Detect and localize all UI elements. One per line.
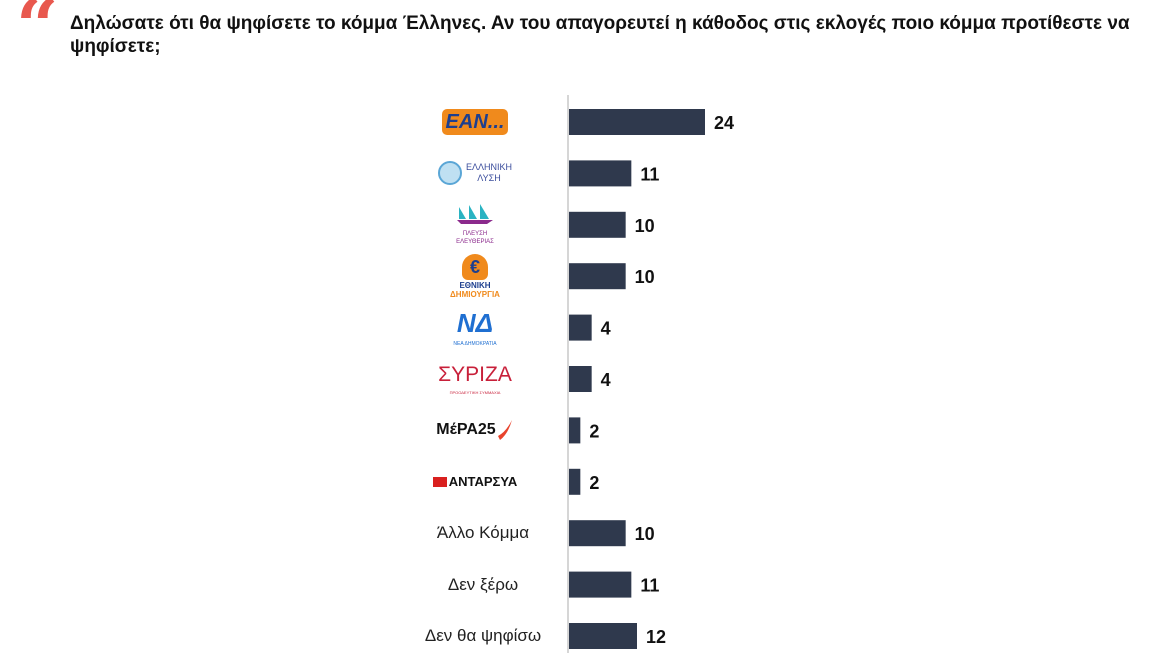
- logo-text: ΝΕΑ ΔΗΜΟΚΡΑΤΙΑ: [453, 340, 497, 347]
- logo-text: ΜέΡΑ25: [436, 421, 496, 439]
- bar: [569, 160, 632, 187]
- bar: [569, 623, 637, 649]
- category-logo: ΕΛΛΗΝΙΚΗ ΛΥΣΗ: [400, 149, 550, 197]
- data-label: 24: [714, 113, 734, 133]
- bar: [569, 417, 581, 444]
- logo-text: ΠΡΟΟΔΕΥΤΙΚΗ ΣΥΜΜΑΧΙΑ: [449, 390, 501, 395]
- bar: [569, 211, 626, 238]
- plefsi-eleftherias-logo: ΠΛΕΥΣΗ ΕΛΕΥΘΕΡΙΑΣ: [455, 203, 495, 246]
- logo-text: ΝΔ: [456, 307, 494, 338]
- sails-icon: [457, 204, 493, 225]
- logo-text: ΕΛΛΗΝΙΚΗ: [465, 162, 513, 173]
- data-label: 4: [601, 370, 611, 390]
- bar: [569, 571, 632, 598]
- category-logo: ΣΥΡΙΖΑ ΠΡΟΟΔΕΥΤΙΚΗ ΣΥΜΜΑΧΙΑ: [400, 355, 550, 403]
- logo-text: ΣΥΡΙΖΑ: [438, 363, 512, 386]
- logo-text: ΠΛΕΥΣΗ: [462, 231, 488, 238]
- swallow-icon: [497, 420, 512, 441]
- category-label: Δεν θα ψηφίσω: [424, 626, 542, 645]
- category-label: Άλλο Κόμμα: [436, 523, 530, 543]
- data-label: 2: [589, 421, 599, 441]
- bar: [569, 109, 705, 135]
- bar: [569, 468, 581, 495]
- mera25-logo: ΜέΡΑ25: [436, 418, 513, 442]
- logo-text: ΑΝΤΑΡΣΥΑ: [448, 474, 518, 490]
- euro-icon: €: [462, 253, 488, 280]
- nea-dimokratia-logo: ΝΔ ΝΕΑ ΔΗΜΟΚΡΑΤΙΑ: [453, 308, 496, 348]
- data-label: 11: [640, 164, 659, 184]
- category-logo: € ΕΘΝΙΚΗ ΔΗΜΙΟΥΡΓΙΑ: [400, 252, 550, 300]
- category-logo: ΝΔ ΝΕΑ ΔΗΜΟΚΡΑΤΙΑ: [400, 304, 550, 352]
- data-label: 11: [640, 576, 659, 596]
- category-logo: ΑΝΤΑΡΣΥΑ: [400, 458, 550, 506]
- category-logo: ΠΛΕΥΣΗ ΕΛΕΥΘΕΡΙΑΣ: [400, 201, 550, 249]
- bar: [569, 366, 592, 392]
- logo-text: ΔΗΜΙΟΥΡΓΙΑ: [450, 289, 500, 299]
- ethniki-dimiourgia-logo: € ΕΘΝΙΚΗ ΔΗΜΙΟΥΡΓΙΑ: [450, 253, 500, 299]
- bar: [569, 520, 626, 547]
- map-icon: [432, 476, 447, 487]
- bar: [569, 314, 592, 341]
- compass-icon: [437, 161, 462, 186]
- logo-text: ΕΛΕΥΘΕΡΙΑΣ: [456, 239, 494, 246]
- category-label: Δεν ξέρω: [447, 574, 519, 594]
- data-label: 10: [635, 216, 655, 236]
- logo-text: ΛΥΣΗ: [477, 173, 501, 184]
- data-label: 12: [646, 627, 666, 647]
- chart-title: Δηλώσατε ότι θα ψηφίσετε το κόμμα Έλληνε…: [70, 13, 1130, 57]
- bar: [569, 263, 626, 290]
- ean-logo: EAN...: [442, 109, 508, 135]
- logo-text: ΕΘΝΙΚΗ: [459, 280, 491, 290]
- quote-mark: “: [16, 0, 60, 40]
- category-logo: EAN...: [400, 98, 550, 146]
- data-label: 2: [589, 473, 599, 493]
- data-label: 10: [635, 524, 655, 544]
- data-label: 10: [635, 267, 655, 287]
- syriza-logo: ΣΥΡΙΖΑ ΠΡΟΟΔΕΥΤΙΚΗ ΣΥΜΜΑΧΙΑ: [438, 362, 512, 396]
- antarsya-logo: ΑΝΤΑΡΣΥΑ: [432, 474, 518, 490]
- category-logo: ΜέΡΑ25: [400, 406, 550, 454]
- elliniki-lysi-logo: ΕΛΛΗΝΙΚΗ ΛΥΣΗ: [437, 161, 513, 186]
- data-label: 4: [601, 319, 611, 339]
